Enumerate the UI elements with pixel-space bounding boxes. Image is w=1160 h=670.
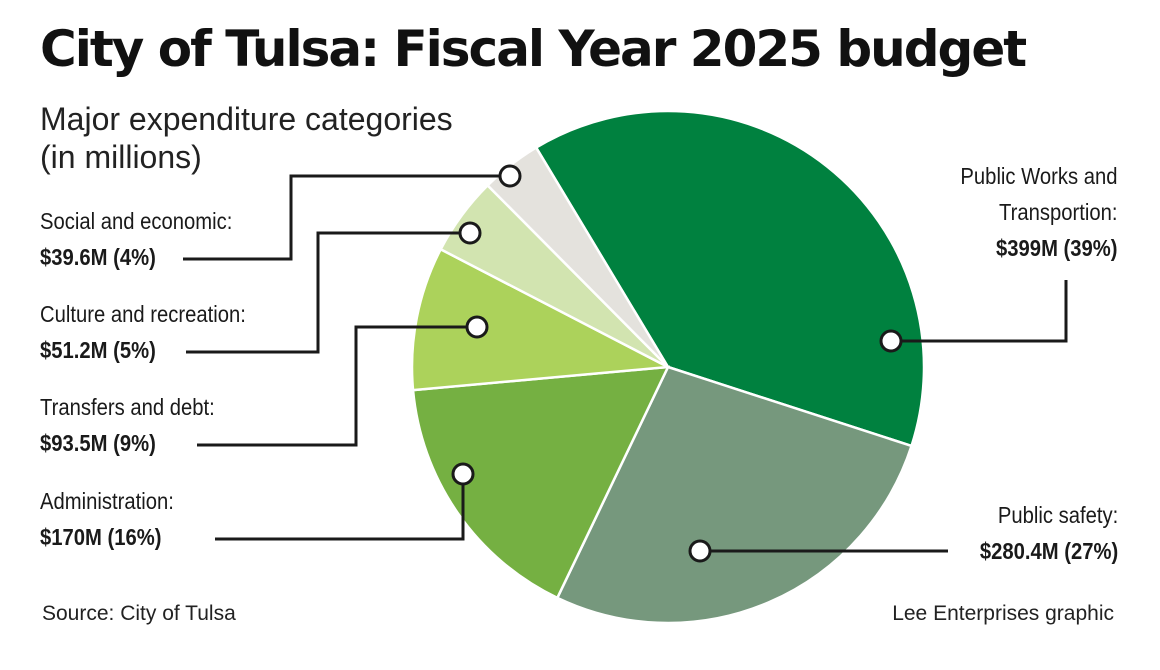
pie-slice-transfers-and-debt [410,247,673,392]
pie-slice-public-works-and-transportion [534,109,926,448]
chart-subtitle: Major expenditure categories (in million… [40,100,520,176]
slice-label-public-safety: Public safety: $280.4M (27%) [961,497,1118,569]
leader-dot-administration [451,462,475,486]
slice-name-public-works-line-2: Transportion: [999,199,1118,225]
slice-name-culture: Culture and recreation: [40,301,246,327]
slice-value-administration: $170M (16%) [40,524,162,550]
slice-value-public-safety: $280.4M (27%) [979,538,1118,564]
leader-dot-culture [458,221,482,245]
slice-label-administration: Administration: $170M (16%) [40,483,192,555]
leader-dot-public-safety [688,539,712,563]
slice-value-culture: $51.2M (5%) [40,337,156,363]
leader-dots [451,164,903,563]
leader-line-culture [186,231,470,354]
leader-line-transfers [197,325,477,447]
leader-line-social [183,174,510,261]
chart-title: City of Tulsa: Fiscal Year 2025 budget [40,20,1027,78]
slice-value-transfers: $93.5M (9%) [40,430,156,456]
slice-value-social: $39.6M (4%) [40,244,156,270]
slice-label-culture: Culture and recreation: $51.2M (5%) [40,296,274,368]
source-note: Source: City of Tulsa [42,602,236,625]
slice-label-public-works: Public Works and Transportion: $399M (39… [939,158,1118,266]
slice-name-social: Social and economic: [40,208,233,234]
leader-lines [183,174,1068,553]
pie-slice-public-safety [555,365,914,625]
leader-dot-social [498,164,522,188]
slice-name-public-works-line-1: Public Works and [960,163,1118,189]
slice-value-public-works: $399M (39%) [996,235,1118,261]
subtitle-line-1: Major expenditure categories [40,101,453,137]
leader-dot-transfers [465,315,489,339]
slice-name-administration: Administration: [40,488,174,514]
slice-label-transfers: Transfers and debt: $93.5M (9%) [40,389,239,461]
subtitle-line-2: (in millions) [40,139,202,175]
leader-line-public-works [891,280,1068,343]
pie-slice-administration [411,365,671,600]
pie-slices [410,109,926,625]
leader-line-administration [215,474,465,541]
slice-name-public-safety: Public safety: [997,502,1118,528]
slice-name-transfers: Transfers and debt: [40,394,215,420]
slice-label-social: Social and economic: $39.6M (4%) [40,203,259,275]
credit-note: Lee Enterprises graphic [892,602,1114,625]
leader-dot-public-works [879,329,903,353]
